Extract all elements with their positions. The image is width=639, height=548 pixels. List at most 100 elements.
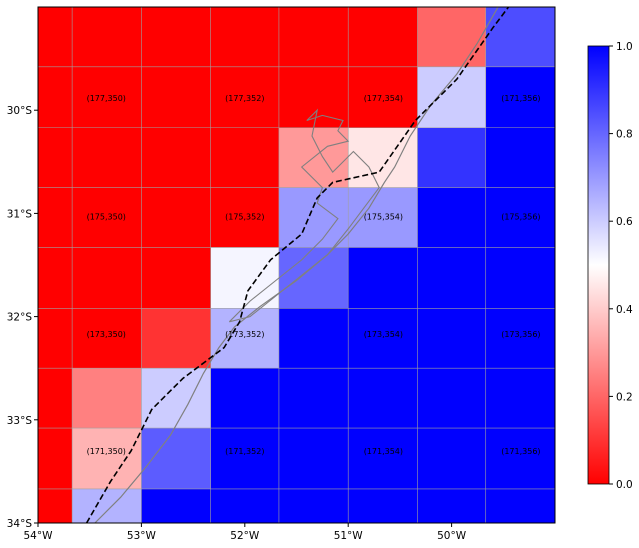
grid-cell <box>278 488 349 523</box>
cell-label: (171,356) <box>501 447 540 456</box>
map-area: (177,350) (177,352) (177,354) (171,356) (175… <box>37 6 556 524</box>
grid-cell <box>485 127 555 189</box>
map-frame <box>37 6 556 524</box>
colorbar: 0.0 0.2 0.4 0.6 0.8 1.0 <box>587 41 633 491</box>
grid-cell <box>417 66 487 129</box>
grid-cell <box>417 187 487 248</box>
grid-cell <box>210 488 280 523</box>
grid-cell <box>348 368 418 429</box>
grid-cell <box>485 7 555 68</box>
grid-cell <box>485 428 555 490</box>
grid-cell <box>72 7 142 68</box>
colorbar-ticks: 0.0 0.2 0.4 0.6 0.8 1.0 <box>609 41 633 491</box>
grid-cell <box>348 187 418 248</box>
colorbar-tick-label: 0.8 <box>616 129 633 141</box>
grid-cell <box>485 488 555 523</box>
grid-cell <box>210 127 280 189</box>
grid-cell <box>278 247 349 309</box>
dashed-boundary-layer <box>85 7 510 523</box>
y-tick-label: 33°S <box>7 415 33 427</box>
grid-cell <box>485 308 555 369</box>
grid-cell <box>485 66 555 129</box>
grid-cell <box>278 7 349 68</box>
grid-lines <box>38 7 555 523</box>
dashed-boundary <box>85 7 510 523</box>
cell-label: (173,356) <box>501 330 540 339</box>
grid-cell <box>348 127 418 189</box>
grid-cell <box>72 428 142 490</box>
grid-cell <box>348 66 418 129</box>
grid-cell <box>417 7 487 68</box>
grid-cell <box>417 127 487 189</box>
x-tick-label: 50°W <box>437 530 467 542</box>
grid-cell <box>38 488 73 523</box>
cell-label: (175,350) <box>87 212 126 221</box>
grid-cell <box>141 247 212 309</box>
grid-cell <box>141 187 212 248</box>
grid-cell <box>38 368 73 429</box>
grid-cell <box>210 7 280 68</box>
grid-cell <box>72 247 142 309</box>
y-tick-label: 30°S <box>7 105 33 117</box>
grid-cell <box>278 368 349 429</box>
grid-cell <box>278 187 349 248</box>
grid-cell <box>210 428 280 490</box>
colorbar-gradient <box>587 45 610 485</box>
cell-label: (171,352) <box>225 447 264 456</box>
cell-label: (173,354) <box>364 330 403 339</box>
grid-cell <box>141 308 212 369</box>
grid-cell <box>38 428 73 490</box>
grid-cell <box>72 127 142 189</box>
colorbar-tick-label: 0.4 <box>616 304 633 316</box>
cell-label: (173,350) <box>87 330 126 339</box>
grid-cell <box>485 247 555 309</box>
grid-cell <box>38 7 73 68</box>
y-tick-label: 32°S <box>7 312 33 324</box>
x-axis: 54°W 53°W 52°W 51°W 50°W <box>24 523 467 542</box>
cell-label: (171,354) <box>364 447 403 456</box>
grid-cell <box>141 488 212 523</box>
grid-cell <box>417 368 487 429</box>
x-tick-label: 54°W <box>24 530 54 542</box>
grid-cell <box>278 308 349 369</box>
grid-cell <box>72 488 142 523</box>
grid-cell <box>417 428 487 490</box>
grid-cell <box>485 368 555 429</box>
cell-label: (171,350) <box>87 447 126 456</box>
grid-cell <box>348 428 418 490</box>
grid-cell <box>417 308 487 369</box>
grid-cell <box>141 7 212 68</box>
grid-cell <box>72 308 142 369</box>
cell-label: (175,352) <box>225 212 264 221</box>
cell-label: (177,354) <box>364 94 403 103</box>
grid-cell <box>141 368 212 429</box>
colorbar-tick-label: 0.2 <box>616 391 633 403</box>
grid-cells <box>38 7 555 523</box>
grid-cell <box>72 368 142 429</box>
colorbar-tick-label: 0.6 <box>616 216 633 228</box>
coastline-layer <box>94 7 499 523</box>
lagoon-outline <box>228 108 380 323</box>
x-tick-label: 52°W <box>230 530 260 542</box>
grid-cell <box>210 66 280 129</box>
cell-label: (171,356) <box>501 94 540 103</box>
grid-cell <box>38 66 73 129</box>
grid-cell <box>348 247 418 309</box>
grid-cell <box>141 66 212 129</box>
cell-label: (175,354) <box>364 212 403 221</box>
grid-cell <box>417 247 487 309</box>
grid-cell <box>485 187 555 248</box>
cell-label-layer: (177,350) (177,352) (177,354) (171,356) (175… <box>87 94 541 456</box>
colorbar-tick-label: 0.0 <box>616 479 633 491</box>
y-tick-label: 34°S <box>7 518 33 530</box>
grid-cell <box>210 368 280 429</box>
x-tick-label: 53°W <box>127 530 157 542</box>
grid-cell <box>348 308 418 369</box>
grid-cell <box>348 488 418 523</box>
grid-cell <box>348 7 418 68</box>
grid-cell <box>210 187 280 248</box>
colorbar-tick-label: 1.0 <box>616 41 633 53</box>
grid-cell <box>38 127 73 189</box>
cell-label: (175,356) <box>501 212 540 221</box>
